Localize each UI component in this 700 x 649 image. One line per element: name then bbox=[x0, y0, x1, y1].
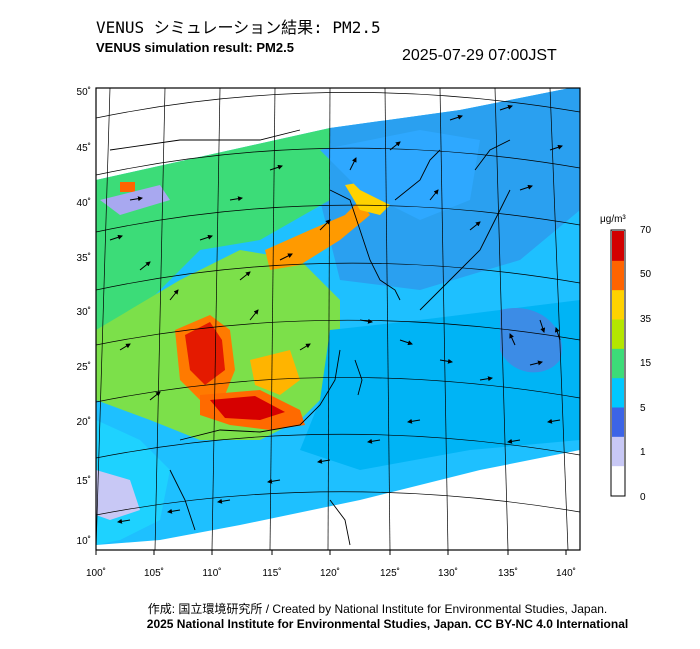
colorbar-segment bbox=[612, 436, 624, 467]
copyright-line: 2025 National Institute for Environmenta… bbox=[146, 617, 629, 631]
lon-label: 140˚ bbox=[556, 567, 576, 579]
lon-label: 125˚ bbox=[380, 567, 400, 579]
credit-line: 作成: 国立環境研究所 / Created by National Instit… bbox=[147, 602, 608, 616]
tick-marks bbox=[95, 550, 567, 555]
lat-label: 50˚ bbox=[77, 86, 91, 98]
lat-label: 35˚ bbox=[77, 252, 91, 264]
colorbar-tick: 15 bbox=[640, 358, 652, 369]
colorbar-tick: 35 bbox=[640, 314, 652, 325]
concentration-field bbox=[96, 88, 580, 550]
lat-label: 30˚ bbox=[77, 306, 91, 318]
colorbar-segment bbox=[612, 407, 624, 437]
lon-label: 120˚ bbox=[320, 567, 340, 579]
colorbar-segment bbox=[612, 231, 624, 261]
colorbar-tick: 1 bbox=[640, 447, 646, 458]
lon-label: 105˚ bbox=[144, 567, 164, 579]
colorbar-segment bbox=[612, 465, 624, 496]
lon-label: 130˚ bbox=[438, 567, 458, 579]
lon-label: 110˚ bbox=[202, 567, 221, 579]
colorbar-segment bbox=[612, 319, 624, 349]
colorbar-unit: μg/m³ bbox=[600, 214, 626, 225]
colorbar-segment bbox=[612, 260, 624, 291]
lat-label: 10˚ bbox=[77, 535, 91, 547]
lat-label: 20˚ bbox=[77, 416, 91, 428]
colorbar-tick: 0 bbox=[640, 492, 646, 503]
lat-label: 45˚ bbox=[77, 142, 91, 154]
datetime-label: 2025-07-29 07:00JST bbox=[402, 47, 557, 64]
lat-label: 40˚ bbox=[77, 197, 91, 209]
colorbar-segment bbox=[612, 377, 624, 408]
lon-label: 115˚ bbox=[262, 567, 281, 579]
longitude-labels: 100˚ 105˚ 110˚ 115˚ 120˚ 125˚ 130˚ 135˚ … bbox=[86, 567, 576, 579]
wind-vectors bbox=[109, 104, 563, 524]
latitude-labels: 50˚ 45˚ 40˚ 35˚ 30˚ 25˚ 20˚ 15˚ 10˚ bbox=[77, 86, 91, 547]
title-english: VENUS simulation result: PM2.5 bbox=[96, 40, 294, 55]
lon-label: 135˚ bbox=[498, 567, 518, 579]
colorbar: μg/m³ 0 1 5 15 35 50 70 bbox=[600, 214, 652, 503]
colorbar-tick: 50 bbox=[640, 269, 652, 280]
coastlines bbox=[109, 129, 511, 546]
colorbar-segment bbox=[612, 289, 624, 320]
lon-label: 100˚ bbox=[86, 567, 106, 579]
map-frame bbox=[95, 87, 581, 551]
title-japanese: VENUS シミュレーション結果: PM2.5 bbox=[96, 18, 381, 37]
lat-label: 15˚ bbox=[77, 475, 91, 487]
colorbar-segment bbox=[612, 348, 624, 379]
colorbar-tick: 5 bbox=[640, 403, 646, 414]
lat-label: 25˚ bbox=[77, 361, 91, 373]
graticule bbox=[96, 88, 580, 550]
colorbar-tick: 70 bbox=[640, 225, 652, 236]
